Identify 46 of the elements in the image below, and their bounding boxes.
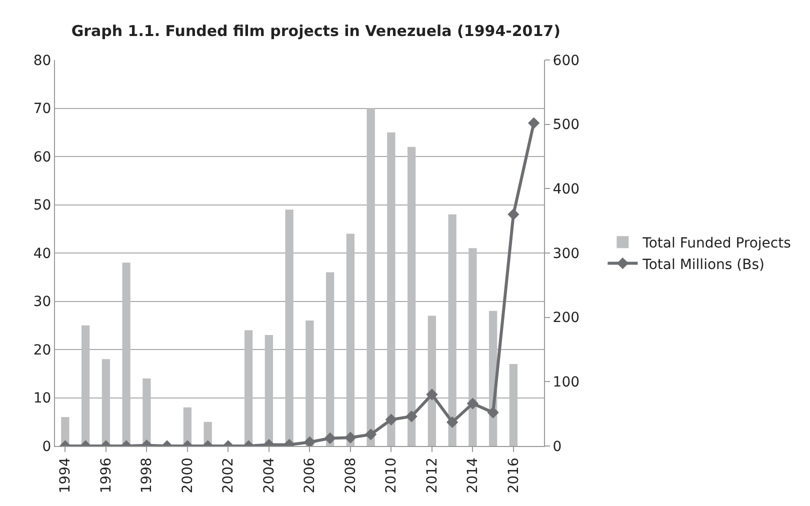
bar xyxy=(306,320,314,446)
y-tick-label: 0 xyxy=(42,438,52,455)
x-tick-label: 2016 xyxy=(506,458,522,494)
x-tick-label: 2010 xyxy=(384,458,400,494)
x-tick-label: 2004 xyxy=(261,458,278,494)
x-tick-label: 1996 xyxy=(98,458,114,494)
y-tick-label: 60 xyxy=(33,149,52,166)
bar xyxy=(326,272,334,446)
x-tick-label: 2002 xyxy=(220,458,237,494)
bar xyxy=(468,248,477,446)
y2-tick-label: 600 xyxy=(552,52,580,69)
y-tick-label: 30 xyxy=(33,294,52,310)
chart-title: Graph 1.1. Funded film projects in Venezuela (1994-2017) xyxy=(71,22,560,40)
x-tick-label: 2012 xyxy=(424,458,440,494)
x-tick-label: 1994 xyxy=(58,458,74,494)
bar xyxy=(448,214,456,446)
y-tick-label: 80 xyxy=(33,52,52,69)
y-tick-label: 40 xyxy=(33,246,52,262)
y-tick-label: 50 xyxy=(33,198,52,214)
y-tick-label: 70 xyxy=(33,101,52,118)
bar xyxy=(387,132,396,446)
bar xyxy=(407,146,416,446)
bar xyxy=(142,378,151,446)
x-tick-label: 1998 xyxy=(139,458,156,494)
bar xyxy=(366,108,375,446)
y2-tick-label: 400 xyxy=(552,182,580,198)
bar xyxy=(509,364,518,446)
x-tick-label: 2008 xyxy=(342,458,359,494)
x-tick-label: 2014 xyxy=(465,458,482,494)
y2-tick-label: 100 xyxy=(552,374,580,391)
bar xyxy=(346,234,355,446)
bar xyxy=(102,359,110,446)
y2-tick-label: 300 xyxy=(552,246,580,262)
bar xyxy=(122,262,130,446)
legend-label: Total Millions (Bs) xyxy=(642,256,764,273)
y2-tick-label: 0 xyxy=(552,438,562,455)
bar xyxy=(244,330,253,446)
y2-tick-label: 500 xyxy=(552,117,580,134)
y-tick-label: 10 xyxy=(33,390,52,407)
legend-label: Total Funded Projects xyxy=(642,236,791,252)
y-tick-label: 20 xyxy=(33,342,52,358)
bar xyxy=(428,316,436,446)
bar xyxy=(81,325,90,446)
x-tick-label: 2000 xyxy=(180,458,196,494)
y2-tick-label: 200 xyxy=(552,310,580,326)
x-tick-label: 2006 xyxy=(302,458,318,494)
